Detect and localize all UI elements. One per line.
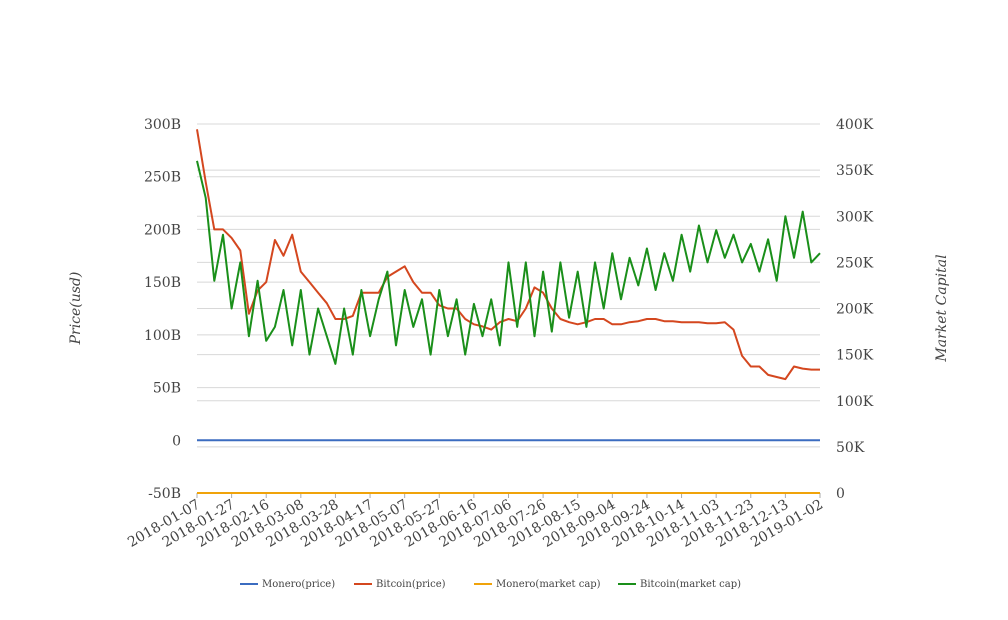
- y-tick-label: 250B: [144, 170, 181, 186]
- y2-tick-label: 200K: [836, 302, 874, 318]
- y-tick-label: 300B: [144, 117, 181, 133]
- legend-label: Monero(market cap): [496, 579, 601, 590]
- legend: Monero(price) Bitcoin(price) Monero(market…: [240, 579, 741, 590]
- y-tick-label: 150B: [144, 275, 181, 291]
- legend-label: Monero(price): [262, 579, 335, 590]
- y-tick-label: 0: [172, 433, 181, 449]
- y2-tick-label: 350K: [836, 163, 874, 179]
- y-tick-label: 200B: [144, 222, 181, 238]
- y-tick-label: 50B: [153, 381, 181, 397]
- y-tick-label: 100B: [144, 328, 181, 344]
- y2-tick-label: 250K: [836, 255, 874, 271]
- y2-tick-label: 150K: [836, 348, 874, 364]
- y2-tick-label: 50K: [836, 440, 865, 456]
- y-axis-title: Price(usd): [68, 272, 84, 346]
- series-line: [196, 160, 821, 365]
- series-line: [196, 129, 820, 381]
- y2-tick-label: 100K: [836, 394, 874, 410]
- y-tick-label: -50B: [148, 486, 181, 502]
- y2-tick-label: 0: [836, 486, 845, 502]
- legend-label: Bitcoin(market cap): [640, 579, 741, 590]
- legend-label: Bitcoin(price): [376, 579, 446, 590]
- y2-tick-label: 400K: [836, 117, 874, 133]
- y2-axis-title: Market Capital: [934, 254, 950, 362]
- y2-tick-label: 300K: [836, 209, 874, 225]
